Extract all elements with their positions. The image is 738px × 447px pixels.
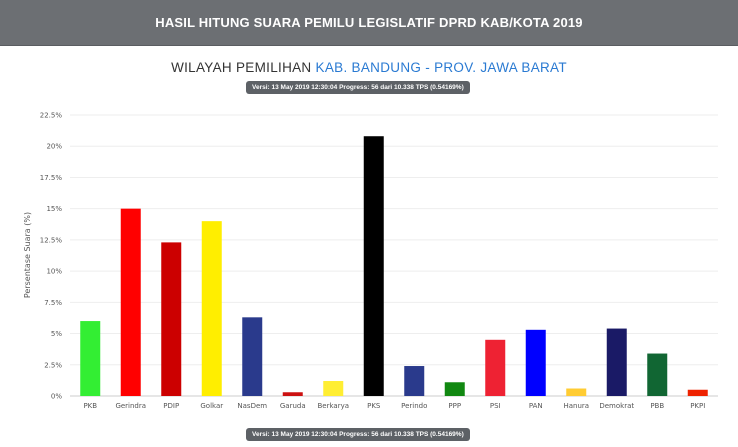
x-tick-label: PDIP	[163, 402, 179, 410]
y-tick-label: 10%	[46, 268, 62, 276]
x-tick-label: PSI	[490, 402, 501, 410]
y-tick-label: 5%	[51, 330, 62, 338]
x-tick-label: Berkarya	[317, 402, 349, 410]
chart-bars	[80, 136, 708, 396]
region-place-link[interactable]: KAB. BANDUNG - PROV. JAWA BARAT	[315, 60, 567, 75]
bar-hanura[interactable]	[566, 388, 587, 396]
x-tick-label: PPP	[448, 402, 461, 410]
region-label: WILAYAH PEMILIHAN	[171, 60, 312, 75]
y-tick-label: 7.5%	[44, 299, 62, 307]
bar-psi[interactable]	[485, 339, 506, 396]
vote-share-chart: 0% 2.5% 5% 7.5% 10% 12.5% 15% 17.5% 20% 22.5% PKB…	[23, 112, 718, 410]
bar-pan[interactable]	[525, 329, 546, 396]
bar-pks[interactable]	[363, 136, 384, 396]
x-tick-label: Perindo	[401, 402, 427, 410]
bar-pkb[interactable]	[80, 321, 101, 396]
version-badge-top: Versi: 13 May 2019 12:30:04 Progress: 56…	[246, 81, 470, 94]
bar-ppp[interactable]	[444, 382, 465, 396]
x-tick-label: Gerindra	[115, 402, 146, 410]
bar-pdip[interactable]	[161, 242, 182, 396]
bar-gerindra[interactable]	[120, 208, 141, 396]
region-heading: WILAYAH PEMILIHAN KAB. BANDUNG - PROV. J…	[0, 60, 738, 75]
y-tick-label: 0%	[51, 393, 62, 401]
x-tick-label: PBB	[650, 402, 664, 410]
y-tick-label: 17.5%	[40, 174, 63, 182]
y-axis-label: Persentase Suara (%)	[23, 212, 32, 298]
x-tick-label: Demokrat	[599, 402, 634, 410]
bar-demokrat[interactable]	[606, 328, 627, 396]
x-tick-label: NasDem	[237, 402, 267, 410]
y-tick-label: 2.5%	[44, 361, 62, 369]
page-header: HASIL HITUNG SUARA PEMILU LEGISLATIF DPR…	[0, 0, 738, 46]
bar-perindo[interactable]	[404, 366, 425, 396]
bar-nasdem[interactable]	[242, 317, 263, 396]
x-tick-label: PKS	[367, 402, 381, 410]
x-tick-label: PAN	[529, 402, 543, 410]
version-badge-bottom: Versi: 13 May 2019 12:30:04 Progress: 56…	[246, 428, 470, 441]
x-tick-label: Hanura	[563, 402, 589, 410]
y-tick-label: 22.5%	[40, 112, 63, 120]
bar-pbb[interactable]	[647, 353, 668, 396]
y-tick-label: 15%	[46, 205, 62, 213]
bar-golkar[interactable]	[201, 221, 222, 396]
x-tick-label: Garuda	[280, 402, 306, 410]
x-tick-label: PKB	[83, 402, 97, 410]
page-title: HASIL HITUNG SUARA PEMILU LEGISLATIF DPR…	[155, 15, 583, 30]
y-tick-label: 20%	[46, 143, 62, 151]
bar-garuda[interactable]	[282, 392, 303, 396]
x-tick-label: PKPI	[690, 402, 705, 410]
bar-pkpi[interactable]	[687, 389, 708, 396]
y-tick-labels: 0% 2.5% 5% 7.5% 10% 12.5% 15% 17.5% 20% 22.5%	[40, 112, 63, 401]
y-tick-label: 12.5%	[40, 236, 63, 244]
x-tick-label: Golkar	[200, 402, 223, 410]
x-tick-labels: PKB Gerindra PDIP Golkar NasDem Garuda Berkary…	[83, 402, 705, 410]
bar-berkarya[interactable]	[323, 381, 344, 396]
